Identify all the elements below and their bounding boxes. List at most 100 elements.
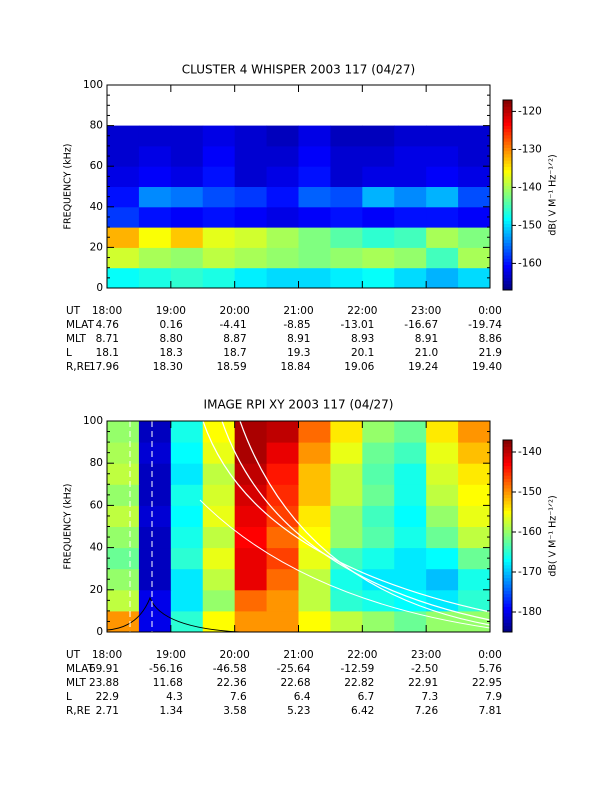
heatmap-cell [107,610,140,633]
heatmap-cell [202,227,236,248]
x-tick-label: 18:00 [92,305,122,317]
heatmap-cell [330,145,363,167]
ephemeris-value: -46.58 [213,663,247,675]
ephemeris-value: 22.91 [408,677,438,689]
heatmap-cell [107,484,140,506]
heatmap-cell [234,227,268,248]
heatmap-cell [426,125,459,147]
colorbar-swatch [503,115,512,120]
chart-title: CLUSTER 4 WHISPER 2003 117 (04/27) [182,63,415,77]
colorbar-swatch [503,182,512,186]
x-tick-label: 22:00 [347,649,377,661]
colorbar-swatch [503,558,512,563]
heatmap-cell [138,186,172,208]
heatmap-cell [202,610,236,633]
ephemeris-value: 22.9 [96,691,119,703]
heatmap-cell [458,166,491,187]
ephemeris-value: 6.4 [294,691,311,703]
heatmap-cell [458,463,491,485]
heatmap-cell [266,463,299,485]
ephemeris-value: 18.59 [217,361,247,373]
heatmap-cell [234,145,268,167]
heatmap-cell [298,125,331,147]
colorbar-swatch [503,568,512,572]
colorbar-swatch [503,440,512,444]
ephemeris-value: -4.41 [219,319,246,331]
y-tick-label: 40 [90,201,103,213]
colorbar-swatch [503,622,512,627]
heatmap-cell [362,526,395,549]
heatmap-cell [298,589,331,612]
colorbar-tick-label: -160 [518,526,542,538]
heatmap-cell [298,267,331,289]
heatmap-cell [266,526,299,549]
white-curve [239,420,491,626]
colorbar-swatch [503,523,512,527]
colorbar-swatch [503,252,512,256]
black-curve [106,596,241,633]
heatmap-cell [138,145,172,167]
heatmap-cell [298,421,331,443]
heatmap-cell [458,186,491,208]
heatmap-cell [138,526,172,549]
heatmap-cell [234,568,268,591]
heatmap-cell [394,186,427,208]
heatmap-cell [234,547,268,570]
x-tick-label: 21:00 [283,649,313,661]
heatmap-cell [170,166,204,187]
ephemeris-value: 22.95 [472,677,502,689]
colorbar-swatch [503,596,512,601]
colorbar-swatch [503,552,512,556]
heatmap-cell [266,145,299,167]
heatmap-cell [330,206,363,228]
colorbar-swatch [503,267,512,272]
y-axis-label: FREQUENCY (kHz) [63,484,74,570]
colorbar-swatch [503,561,512,566]
heatmap-cell [202,526,236,549]
colorbar-swatch [503,488,512,492]
heatmap-cell [330,610,363,633]
heatmap-cell [394,166,427,187]
heatmap-cell [426,227,459,248]
colorbar-swatch [503,526,512,531]
ephemeris-value: -2.50 [411,663,438,675]
heatmap-cell [202,166,236,187]
heatmap-cell [266,547,299,570]
heatmap-cell [170,589,204,612]
colorbar-swatch [503,484,512,489]
colorbar-swatch [503,109,512,114]
ephemeris-value: 5.76 [479,663,503,675]
ephemeris-value: 19.24 [408,361,438,373]
ephemeris-value: 22.36 [217,677,247,689]
colorbar-swatch [503,472,512,476]
ephemeris-value: 7.26 [415,705,439,717]
heatmap-cell [234,421,268,443]
colorbar-tick-label: -150 [518,219,542,231]
colorbar-swatch [503,207,512,212]
heatmap-cell [394,526,427,549]
ephemeris-value: 18.7 [223,347,246,359]
heatmap-cell [202,125,236,147]
colorbar-swatch [503,462,512,467]
heatmap-cell [458,421,491,443]
colorbar-swatch [503,188,512,193]
heatmap-cell [170,267,204,289]
heatmap-cell [394,505,427,527]
colorbar-swatch [503,128,512,133]
heatmap-cell [138,247,172,269]
heatmap-cell [458,505,491,527]
ephemeris-value: 7.3 [421,691,438,703]
ephemeris-value: 7.81 [479,705,502,717]
heatmap-cell [234,526,268,549]
heatmap-cell [458,526,491,549]
heatmap-cell [362,547,395,570]
heatmap-cell [234,267,268,289]
heatmap-cell [138,442,172,464]
heatmap-cell [266,484,299,506]
heatmap-cell [458,227,491,248]
ephemeris-value: 17.96 [89,361,119,373]
ephemeris-value: 21.0 [415,347,438,359]
heatmap-cell [362,166,395,187]
heatmap-cell [107,227,140,248]
heatmap-cell [298,166,331,187]
